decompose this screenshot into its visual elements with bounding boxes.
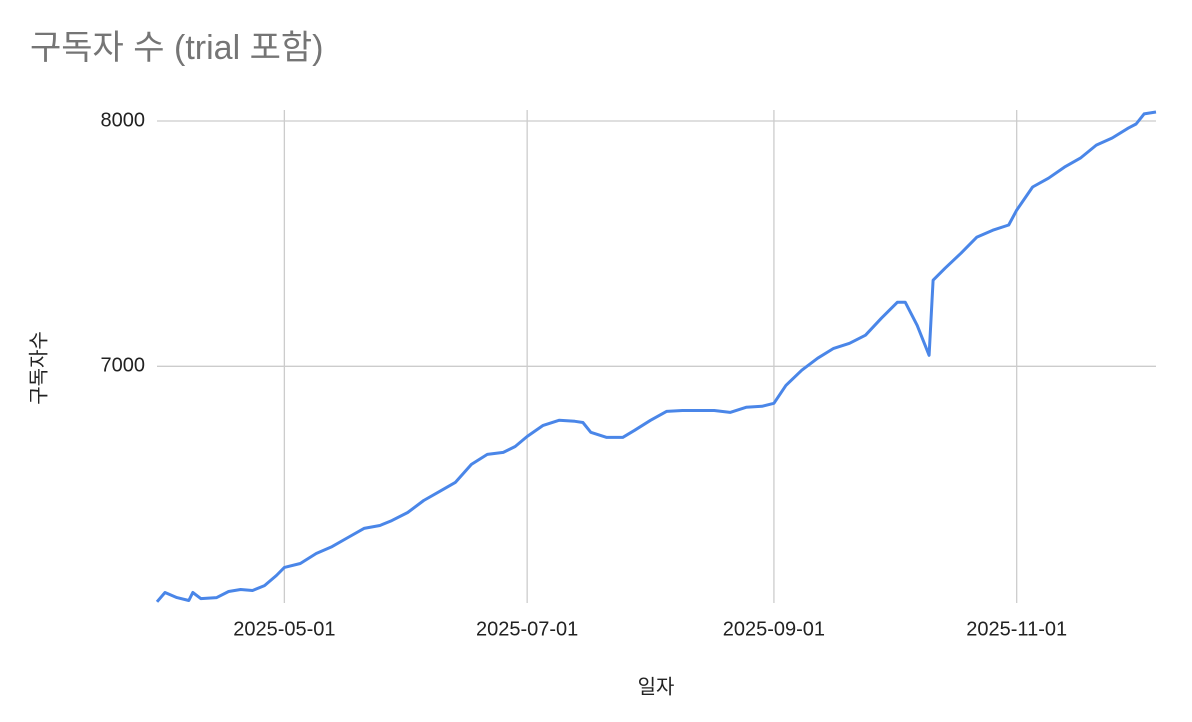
data-line — [155, 110, 1157, 603]
x-tick-label: 2025-07-01 — [476, 618, 578, 640]
y-axis-label: 구독자수 — [27, 331, 50, 405]
x-tick-label: 2025-11-01 — [966, 618, 1067, 640]
x-tick-label: 2025-05-01 — [233, 618, 335, 640]
y-tick-label: 8000 — [101, 109, 146, 131]
x-axis-label: 일자 — [638, 675, 675, 698]
y-tick-label: 7000 — [101, 355, 146, 377]
x-tick-label: 2025-09-01 — [723, 618, 825, 640]
chart-title: 구독자 수 (trial 포함) — [30, 29, 323, 67]
